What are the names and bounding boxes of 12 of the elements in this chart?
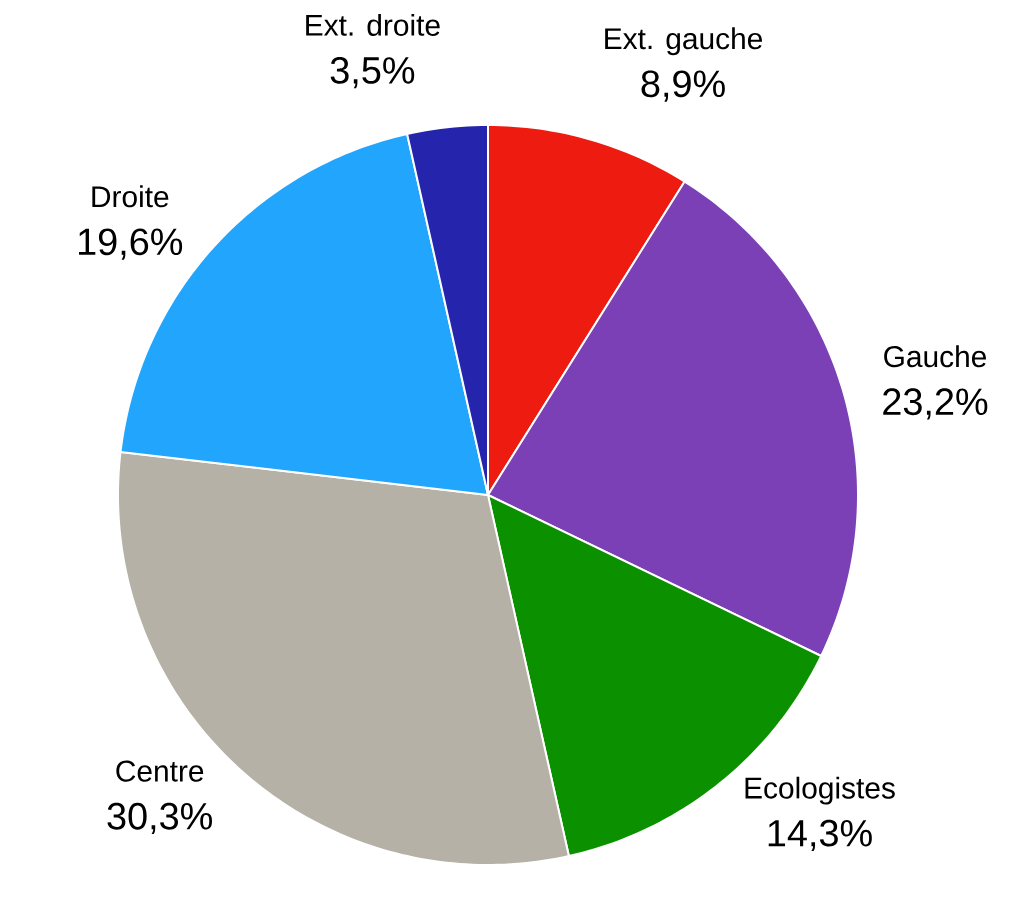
slice-label: Ext. gauche: [605, 27, 762, 56]
data-label: 19,6%: [79, 228, 183, 260]
data-label: 23,2%: [883, 388, 988, 420]
slice-label: Droite: [92, 185, 169, 208]
data-label: 8,9%: [641, 70, 725, 102]
slice-label: Gauche: [884, 345, 986, 368]
slice-label: Centre: [116, 760, 204, 782]
slice-label: Ext. droite: [306, 13, 440, 36]
slice-label: Ecologistes: [745, 776, 895, 805]
data-label: 3,5%: [330, 56, 415, 89]
data-label: 14,3%: [768, 819, 872, 852]
data-label: 30,3%: [107, 802, 212, 835]
